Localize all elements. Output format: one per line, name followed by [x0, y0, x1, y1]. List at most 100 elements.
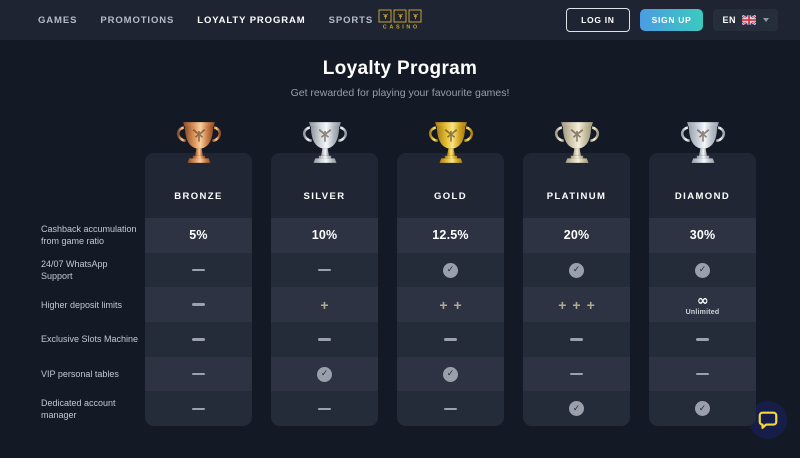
- tier-cell: ✓: [271, 356, 378, 392]
- tier-cell: [271, 252, 378, 288]
- dash-icon: [192, 372, 205, 376]
- uk-flag-icon: [742, 15, 756, 25]
- feature-label-cashback: Cashback accumulation from game ratio: [41, 224, 137, 247]
- dash-icon: [318, 407, 331, 411]
- chevron-down-icon: [763, 18, 769, 22]
- page-title: Loyalty Program: [322, 58, 478, 79]
- tier-cell: [523, 322, 630, 357]
- dash-icon: [696, 372, 709, 376]
- nav-item-sports[interactable]: SPORTS: [328, 14, 374, 26]
- dash-icon: [192, 303, 205, 306]
- tier-cell: ✓: [397, 252, 504, 288]
- loyalty-table: Cashback accumulation from game ratio 24…: [0, 120, 756, 427]
- tier-cell: [397, 322, 504, 357]
- tier-column-diamond: DIAMOND 30% ✓ ∞ Unlimited ✓: [649, 120, 756, 427]
- tier-column-platinum: PLATINUM 20% ✓ + + + ✓: [523, 120, 630, 427]
- logo-slots-icon: [378, 9, 422, 23]
- tier-cell: +: [271, 287, 378, 323]
- tier-name: BRONZE: [174, 191, 223, 202]
- tier-cell: 5%: [145, 218, 252, 253]
- tier-cell: ∞ Unlimited: [649, 287, 756, 323]
- cell-value: 20%: [563, 228, 590, 243]
- tier-cell: [523, 356, 630, 392]
- chat-bubble-icon: [758, 411, 778, 429]
- feature-label-slots-machine: Exclusive Slots Machine: [41, 334, 139, 345]
- dash-icon: [696, 338, 709, 341]
- navbar: GAMES PROMOTIONS LOYALTY PROGRAM SPORTS …: [0, 0, 800, 40]
- login-button[interactable]: LOG IN: [566, 8, 630, 32]
- plus-icon: +: [320, 296, 329, 313]
- tier-cell: [145, 391, 252, 427]
- tier-cell: [271, 322, 378, 357]
- trophy-platinum-icon: [554, 120, 599, 165]
- dash-icon: [318, 338, 331, 341]
- feature-label-whatsapp: 24/07 WhatsApp Support: [41, 258, 108, 282]
- nav-links: GAMES PROMOTIONS LOYALTY PROGRAM SPORTS: [38, 15, 373, 26]
- tier-cell: 30%: [649, 218, 756, 253]
- tier-cell: ✓: [649, 391, 756, 427]
- trophy-gold-icon: [428, 120, 473, 165]
- cell-value: 12.5%: [432, 228, 469, 243]
- plus-icon: +: [453, 296, 462, 313]
- signup-button[interactable]: SIGN UP: [639, 9, 704, 31]
- tier-cell: + +: [397, 287, 504, 323]
- cell-value: 10%: [311, 228, 338, 243]
- trophy-bronze-icon: [176, 120, 221, 165]
- tier-name: SILVER: [303, 191, 346, 202]
- cell-value: 30%: [689, 228, 716, 243]
- tier-cell: ✓: [649, 252, 756, 288]
- tier-column-silver: SILVER 10% + ✓: [271, 120, 378, 427]
- nav-right: LOG IN SIGN UP EN: [566, 8, 778, 32]
- dash-icon: [570, 338, 583, 341]
- feature-labels-column: Cashback accumulation from game ratio 24…: [0, 153, 145, 426]
- dash-icon: [192, 268, 205, 272]
- language-selector[interactable]: EN: [713, 9, 778, 31]
- feature-label-vip-tables: VIP personal tables: [41, 369, 119, 380]
- tier-cell: 10%: [271, 218, 378, 253]
- hero: Loyalty Program Get rewarded for playing…: [0, 58, 800, 99]
- tier-cell: [145, 252, 252, 288]
- dash-icon: [192, 338, 205, 341]
- tier-cell: [271, 391, 378, 427]
- check-icon: ✓: [569, 401, 584, 417]
- check-icon: ✓: [569, 262, 584, 278]
- tier-cell: ✓: [397, 356, 504, 392]
- plus-icon: +: [558, 296, 567, 313]
- tier-cell: [397, 391, 504, 427]
- tier-cell: 20%: [523, 218, 630, 253]
- nav-item-loyalty-program[interactable]: LOYALTY PROGRAM: [197, 14, 306, 26]
- tier-cell: ✓: [523, 391, 630, 427]
- logo-brand-text: CASINO: [382, 24, 420, 31]
- plus-icon: +: [572, 296, 581, 313]
- feature-label-account-manager: Dedicated account manager: [41, 397, 116, 420]
- nav-item-games[interactable]: GAMES: [38, 14, 78, 26]
- tier-cell: [145, 356, 252, 392]
- infinity-icon: ∞ Unlimited: [685, 292, 720, 316]
- check-icon: ✓: [443, 366, 458, 382]
- check-icon: ✓: [317, 366, 332, 382]
- language-code: EN: [722, 15, 736, 25]
- tier-cell: + + +: [523, 287, 630, 323]
- dash-icon: [444, 338, 457, 341]
- casino-logo[interactable]: CASINO: [378, 9, 422, 31]
- tier-name: PLATINUM: [546, 191, 607, 202]
- dash-icon: [570, 372, 583, 376]
- plus-icon: +: [586, 296, 595, 313]
- tier-cell: 12.5%: [397, 218, 504, 253]
- check-icon: ✓: [443, 262, 458, 278]
- tier-cell: [649, 356, 756, 392]
- tier-column-bronze: BRONZE 5%: [145, 120, 252, 427]
- dash-icon: [192, 407, 205, 411]
- cell-value: 5%: [189, 228, 208, 243]
- tier-cell: [145, 287, 252, 323]
- nav-item-promotions[interactable]: PROMOTIONS: [100, 14, 175, 26]
- check-icon: ✓: [695, 401, 710, 417]
- tier-column-gold: GOLD 12.5% ✓ + + ✓: [397, 120, 504, 427]
- plus-icon: +: [439, 296, 448, 313]
- tier-name: GOLD: [433, 191, 468, 202]
- tier-cell: ✓: [523, 252, 630, 288]
- tier-name: DIAMOND: [674, 191, 731, 202]
- tier-cell: [145, 322, 252, 357]
- feature-label-deposit-limits: Higher deposit limits: [41, 299, 123, 310]
- page-subtitle: Get rewarded for playing your favourite …: [290, 87, 510, 99]
